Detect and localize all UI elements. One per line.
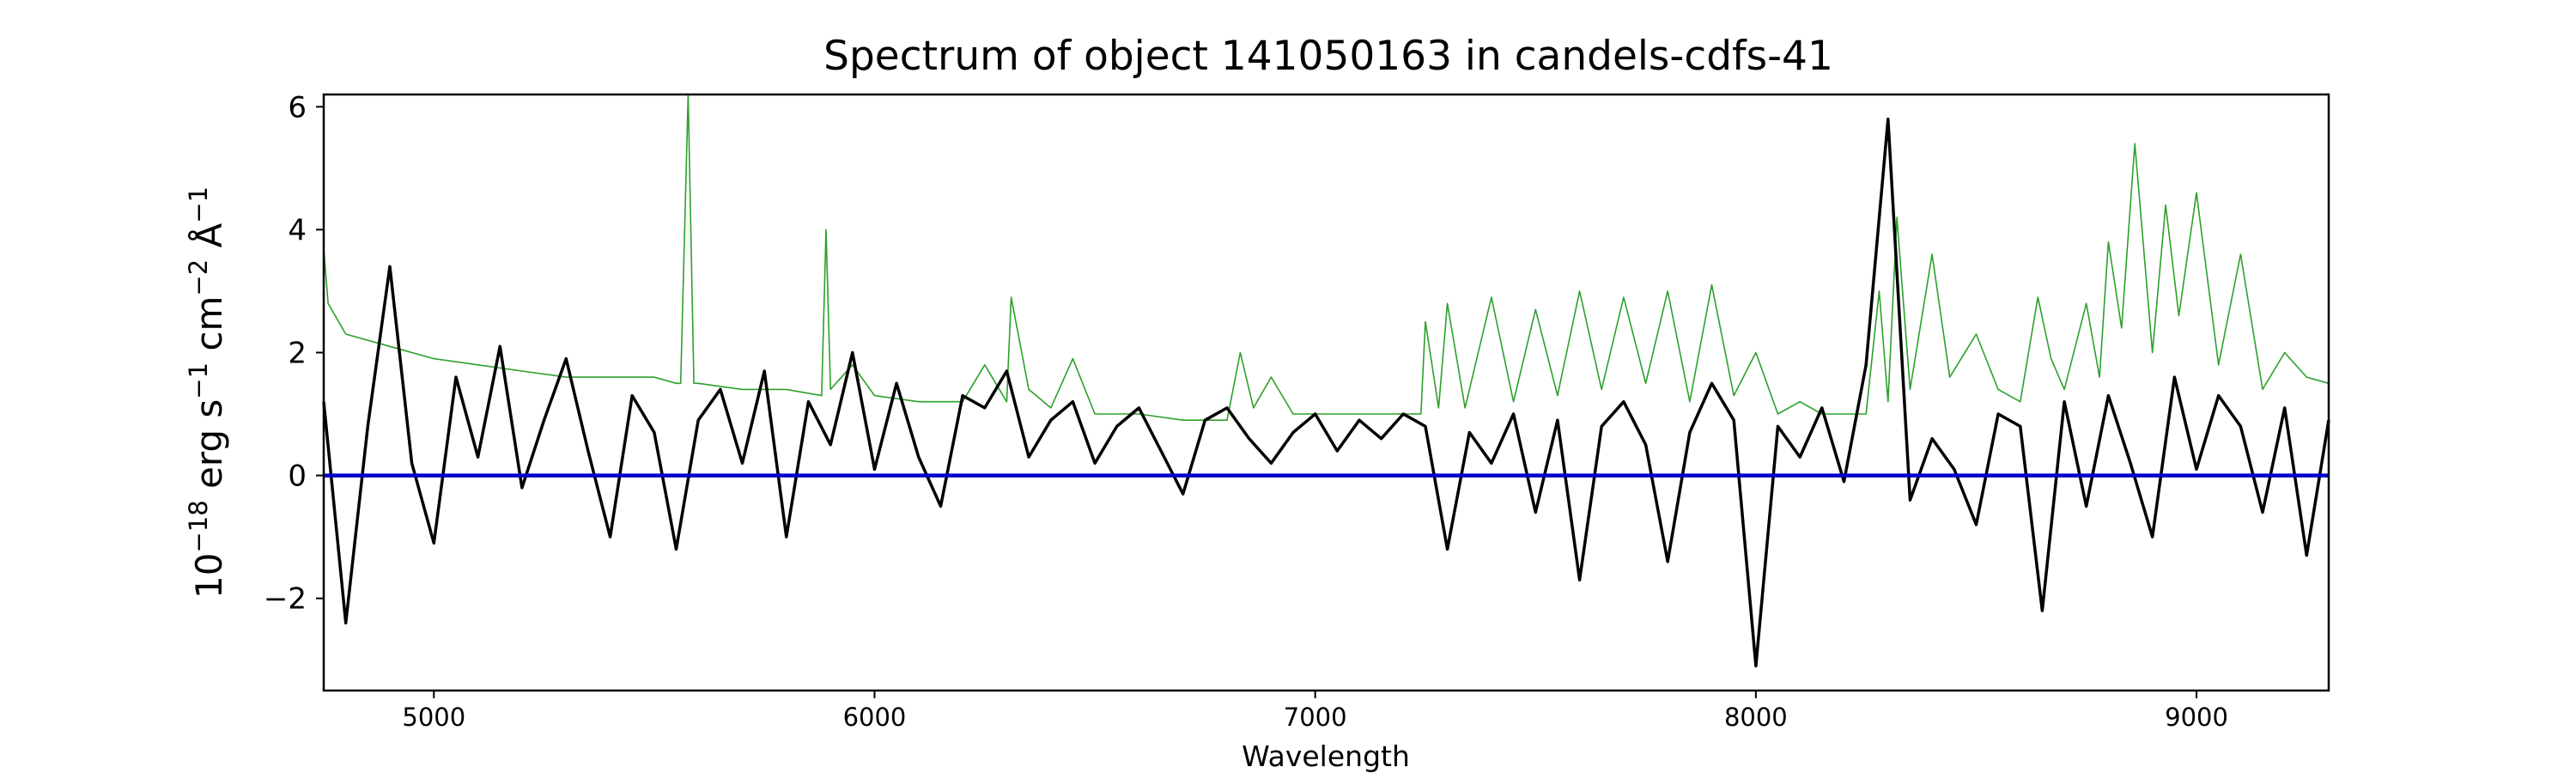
y-tick-label: 4 (288, 213, 307, 247)
x-axis-label: Wavelength (1242, 740, 1410, 773)
x-tick-label: 9000 (2165, 703, 2228, 732)
flux-series-line (322, 117, 2330, 668)
x-tick-label: 8000 (1724, 703, 1788, 732)
x-tick-label: 5000 (402, 703, 465, 732)
plot-lines (322, 94, 2330, 668)
y-tick-label: −2 (264, 582, 307, 617)
chart-title: Spectrum of object 141050163 in candels-… (823, 33, 1833, 80)
y-label-unit: cm (188, 296, 230, 362)
y-label-exponent: −2 (184, 259, 213, 296)
y-label-unit: erg s (188, 399, 230, 501)
x-ticks: 5000 6000 7000 8000 9000 (402, 691, 2228, 732)
y-label-unit: Å (187, 223, 230, 259)
y-tick-label: 2 (288, 336, 307, 370)
y-axis-label: 10−18 erg s−1 cm−2 Å−1 (184, 186, 230, 599)
sky-series-line (323, 94, 2330, 422)
y-tick-label: 0 (288, 460, 307, 494)
x-tick-label: 6000 (843, 703, 907, 732)
y-tick-label: 6 (288, 90, 307, 125)
y-label-unit: 10 (188, 553, 230, 599)
x-tick-label: 7000 (1284, 703, 1347, 732)
plot-frame (322, 93, 2330, 692)
y-label-exponent: −18 (184, 500, 213, 552)
y-label-exponent: −1 (184, 362, 213, 399)
y-ticks: −2 0 2 4 6 (264, 90, 324, 617)
y-label-exponent: −1 (184, 186, 213, 223)
